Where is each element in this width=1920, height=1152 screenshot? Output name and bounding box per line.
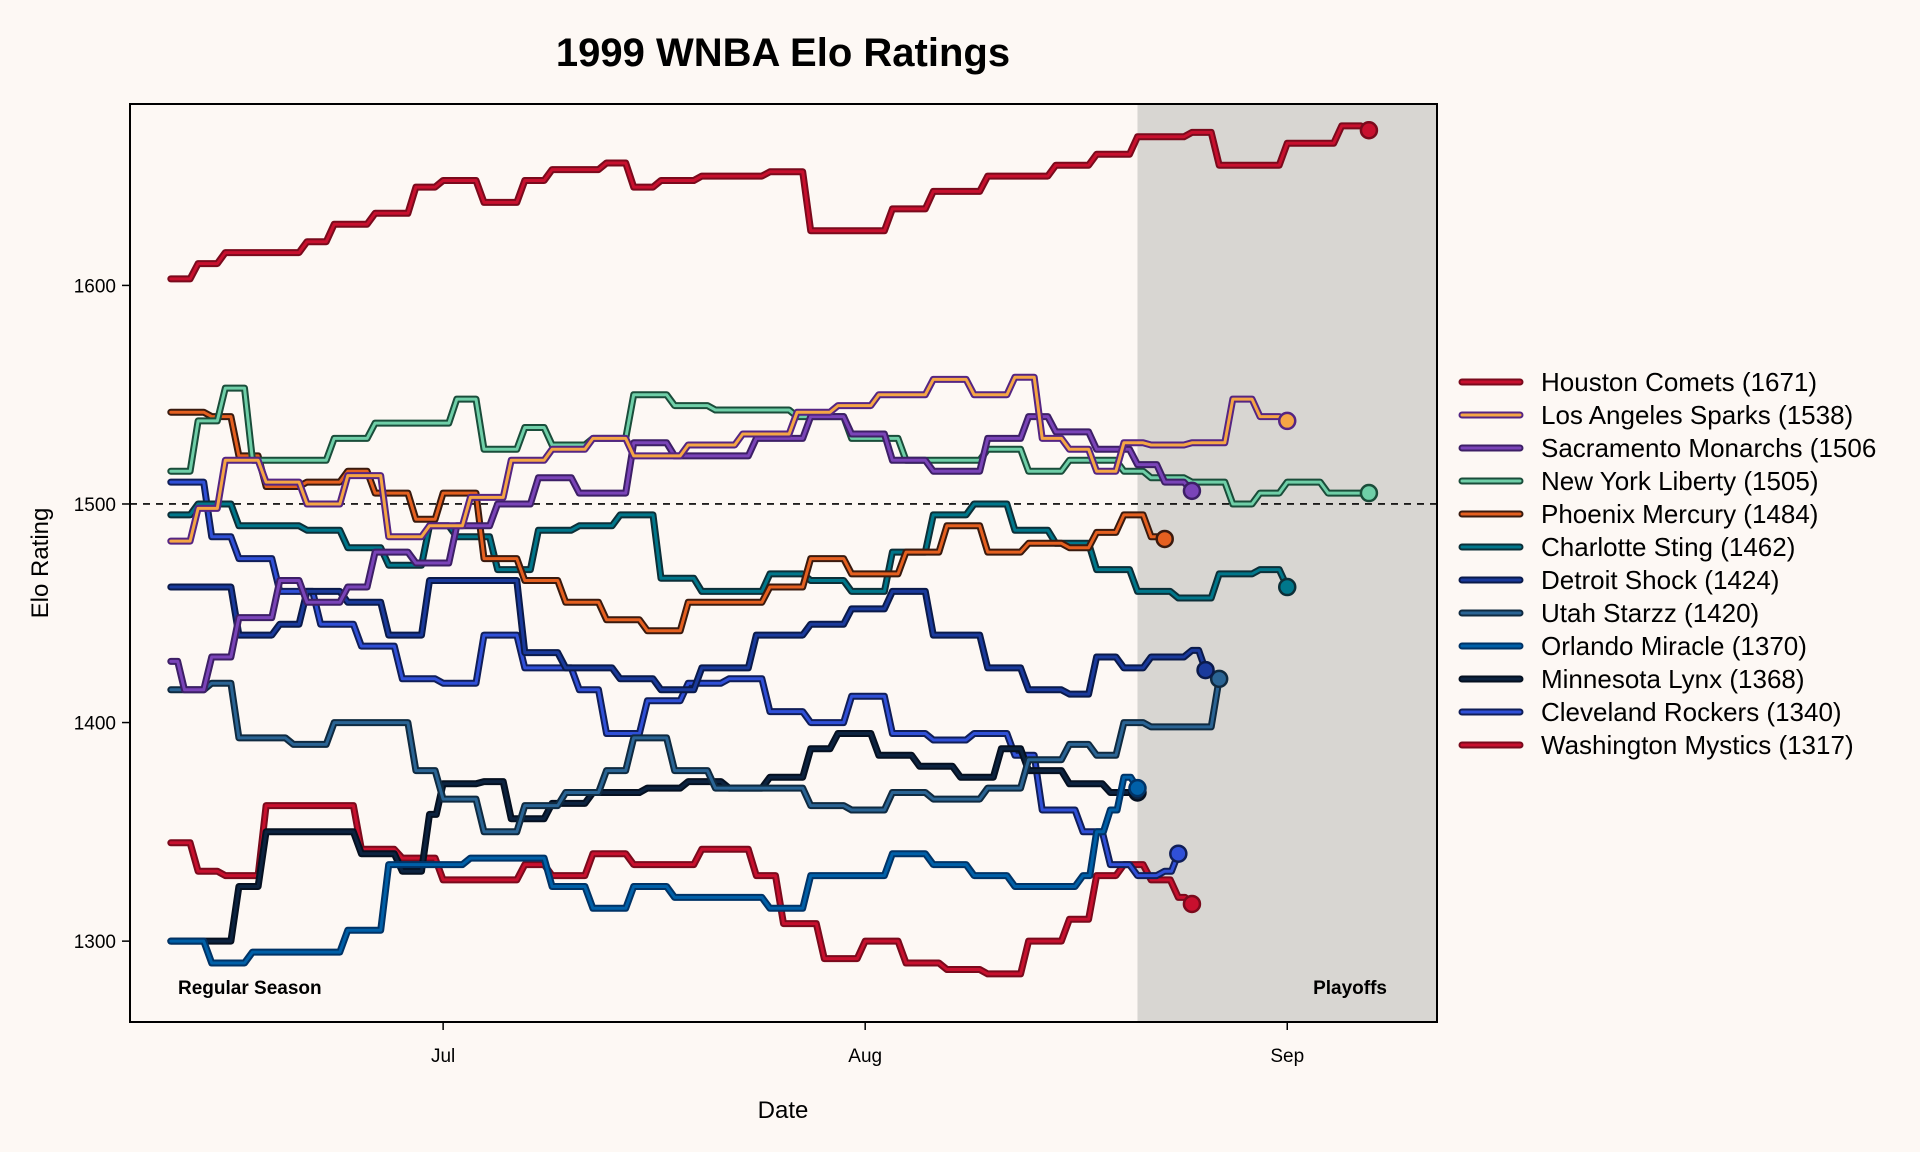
series-washington-mystics: [167, 802, 1196, 978]
series-line-los-angeles-sparks: [169, 375, 1289, 543]
end-marker-washington-mystics: [1182, 894, 1202, 914]
series-line-utah-starzz: [169, 677, 1221, 834]
end-marker-cleveland-rockers: [1169, 844, 1188, 863]
series-line-sacramento-monarchs: [169, 415, 1194, 692]
legend-label: Washington Mystics (1317): [1541, 730, 1854, 760]
y-tick-label: 1600: [74, 276, 116, 297]
y-tick-label: 1400: [74, 714, 116, 735]
playoffs-label: Playoffs: [1313, 978, 1387, 999]
x-tick-label-sep: Sep: [1270, 1046, 1304, 1067]
end-marker-new-york-liberty: [1359, 483, 1379, 503]
series-lines: [167, 122, 1373, 978]
series-los-angeles-sparks: [167, 373, 1291, 545]
series-charlotte-sting: [167, 500, 1291, 602]
x-axis-label: Date: [758, 1097, 809, 1124]
series-sacramento-monarchs: [167, 413, 1196, 694]
legend-label: Los Angeles Sparks (1538): [1541, 400, 1853, 430]
legend-item-los-angeles-sparks: Los Angeles Sparks (1538): [1458, 400, 1853, 430]
legend-label: Minnesota Lynx (1368): [1541, 664, 1805, 694]
end-marker-sacramento-monarchs: [1182, 481, 1202, 501]
legend-label: Orlando Miracle (1370): [1541, 631, 1807, 661]
series-line-orlando-miracle: [169, 775, 1139, 965]
legend-item-charlotte-sting: Charlotte Sting (1462): [1458, 532, 1795, 562]
series-line-detroit-shock: [169, 579, 1208, 696]
regular-season-label: Regular Season: [178, 978, 322, 999]
x-axis: Jul Aug Sep: [431, 1022, 1304, 1067]
plot-frame: [129, 103, 1438, 1023]
legend-label: Utah Starzz (1420): [1541, 598, 1759, 628]
series-detroit-shock: [167, 577, 1210, 698]
legend-item-sacramento-monarchs: Sacramento Monarchs (1506: [1458, 433, 1876, 463]
series-line-minnesota-lynx: [169, 732, 1139, 943]
series-line-houston-comets: [169, 124, 1371, 281]
y-tick-label: 1500: [74, 495, 116, 516]
legend-item-orlando-miracle: Orlando Miracle (1370): [1458, 631, 1807, 661]
chart-title: 1999 WNBA Elo Ratings: [556, 31, 1010, 75]
series-houston-comets: [167, 122, 1373, 283]
end-marker-los-angeles-sparks: [1277, 411, 1297, 431]
legend-label: Phoenix Mercury (1484): [1541, 499, 1818, 529]
legend-item-houston-comets: Houston Comets (1671): [1458, 367, 1817, 397]
legend-label: Charlotte Sting (1462): [1541, 532, 1795, 562]
series-line-charlotte-sting: [169, 502, 1289, 600]
series-cleveland-rockers: [167, 478, 1182, 880]
end-marker-charlotte-sting: [1277, 577, 1297, 597]
legend-label: Houston Comets (1671): [1541, 367, 1817, 397]
legend-item-phoenix-mercury: Phoenix Mercury (1484): [1458, 499, 1818, 529]
legend-item-cleveland-rockers: Cleveland Rockers (1340): [1458, 697, 1842, 727]
legend: Houston Comets (1671)Los Angeles Sparks …: [1458, 367, 1876, 760]
legend-item-minnesota-lynx: Minnesota Lynx (1368): [1458, 664, 1805, 694]
legend-item-new-york-liberty: New York Liberty (1505): [1458, 466, 1818, 496]
end-marker-phoenix-mercury: [1155, 529, 1174, 549]
legend-label: Detroit Shock (1424): [1541, 565, 1779, 595]
legend-item-detroit-shock: Detroit Shock (1424): [1458, 565, 1779, 595]
end-markers: [1128, 120, 1379, 914]
y-axis-label: Elo Rating: [27, 508, 54, 619]
y-tick-label: 1300: [74, 932, 116, 953]
series-utah-starzz: [167, 675, 1223, 836]
end-marker-orlando-miracle: [1128, 778, 1147, 798]
y-axis: 1300 1400 1500 1600: [74, 276, 130, 953]
legend-label: Sacramento Monarchs (1506: [1541, 433, 1876, 463]
series-line-washington-mystics: [169, 804, 1194, 976]
playoffs-region: [1137, 104, 1437, 1022]
series-minnesota-lynx: [167, 730, 1141, 945]
end-marker-detroit-shock: [1196, 660, 1215, 680]
legend-label: Cleveland Rockers (1340): [1541, 697, 1842, 727]
series-orlando-miracle: [167, 773, 1141, 967]
series-phoenix-mercury: [167, 408, 1169, 635]
legend-item-utah-starzz: Utah Starzz (1420): [1458, 598, 1759, 628]
legend-label: New York Liberty (1505): [1541, 466, 1818, 496]
legend-item-washington-mystics: Washington Mystics (1317): [1458, 730, 1854, 760]
series-line-phoenix-mercury: [169, 410, 1167, 633]
end-marker-utah-starzz: [1209, 669, 1229, 689]
end-marker-houston-comets: [1359, 120, 1379, 140]
x-tick-label-jul: Jul: [431, 1046, 455, 1067]
series-line-cleveland-rockers: [169, 480, 1180, 878]
x-tick-label-aug: Aug: [848, 1046, 882, 1067]
